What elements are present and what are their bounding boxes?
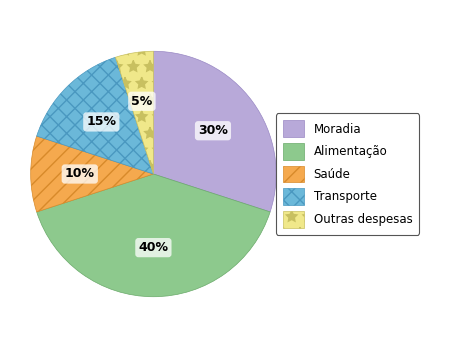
- Wedge shape: [31, 136, 153, 212]
- Text: 15%: 15%: [86, 116, 116, 128]
- Wedge shape: [153, 51, 276, 212]
- Text: 40%: 40%: [138, 241, 169, 254]
- Text: 5%: 5%: [131, 95, 152, 108]
- Text: 10%: 10%: [65, 167, 95, 181]
- Wedge shape: [37, 174, 270, 297]
- Text: 30%: 30%: [198, 124, 228, 137]
- Wedge shape: [37, 57, 153, 174]
- Wedge shape: [116, 51, 153, 174]
- Legend: Moradia, Alimentação, Saúde, Transporte, Outras despesas: Moradia, Alimentação, Saúde, Transporte,…: [276, 113, 420, 235]
